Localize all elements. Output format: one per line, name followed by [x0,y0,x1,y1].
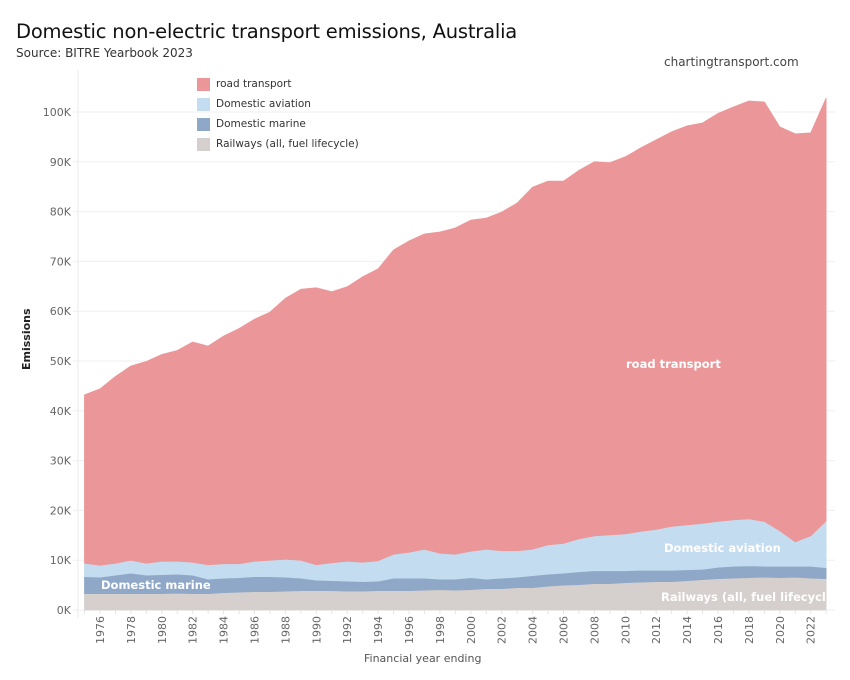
y-tick-label: 80K [50,206,72,219]
y-tick-label: 70K [50,255,72,268]
y-tick-label: 90K [50,156,72,169]
x-tick-label: 2016 [712,616,725,644]
y-axis-label-text: Emissions [20,308,33,370]
x-tick-label: 2002 [496,616,509,644]
x-tick-label: 1984 [218,616,231,644]
x-tick-label: 1976 [94,616,107,644]
x-tick-label: 2008 [588,616,601,644]
area-label-domestic-aviation: Domestic aviation [664,541,781,555]
y-tick-label: 40K [50,405,72,418]
legend-item-domestic-marine[interactable]: Domestic marine [197,114,359,134]
x-tick-label: 1998 [434,616,447,644]
area-label-domestic-marine: Domestic marine [101,578,211,592]
x-axis-ticks: 1976 1978 1980 1982 1984 1986 1988 1990 1992 1994… [84,610,827,644]
chart-subtitle: Source: BITRE Yearbook 2023 [16,46,193,60]
legend-item-road-transport[interactable]: road transport [197,74,359,94]
legend-swatch-railways [197,137,210,151]
legend-swatch-domestic-marine [197,117,210,131]
x-tick-label: 2000 [465,616,478,644]
chart-title: Domestic non-electric transport emission… [16,20,518,43]
y-tick-label: 50K [50,355,72,368]
x-tick-label: 2004 [527,616,540,644]
x-tick-label: 1980 [156,616,169,644]
area-label-road-transport: road transport [626,357,721,371]
x-tick-label: 2020 [774,616,787,644]
y-tick-label: 30K [50,455,72,468]
y-tick-label: 60K [50,305,72,318]
x-tick-label: 2010 [619,616,632,644]
legend-item-railways[interactable]: Railways (all, fuel lifecycle) [197,134,359,154]
x-tick-label: 1978 [125,616,138,644]
y-tick-label: 20K [50,504,72,517]
legend-label: Domestic aviation [216,98,311,110]
x-axis-label: Financial year ending [364,652,482,665]
x-tick-label: 1982 [187,616,200,644]
legend-item-domestic-aviation[interactable]: Domestic aviation [197,94,359,114]
x-tick-label: 1994 [372,616,385,644]
x-tick-label: 2014 [681,616,694,644]
legend-label: Railways (all, fuel lifecycle) [216,138,359,150]
legend-label: road transport [216,78,292,90]
y-axis-ticks: 0K 10K 20K 30K 40K 50K 60K 70K 80K 90K 100K [43,106,72,617]
x-tick-label: 2018 [743,616,756,644]
credit-text: chartingtransport.com [664,55,799,69]
legend-swatch-road-transport [197,77,210,91]
legend: road transport Domestic aviation Domesti… [197,74,359,154]
area-label-railways: Railways (all, fuel lifecycle) [661,590,839,604]
legend-swatch-domestic-aviation [197,97,210,111]
x-tick-label: 1990 [310,616,323,644]
x-tick-label: 2006 [558,616,571,644]
x-tick-label: 2012 [650,616,663,644]
stacked-areas [84,97,827,611]
y-tick-label: 100K [43,106,72,119]
area-road-transport [84,97,827,566]
x-tick-label: 1996 [403,616,416,644]
y-tick-label: 10K [50,554,72,567]
x-tick-label: 1986 [249,616,262,644]
y-axis-label: Emissions [20,278,33,370]
x-tick-label: 1988 [279,616,292,644]
legend-label: Domestic marine [216,118,306,130]
y-tick-label: 0K [57,604,72,617]
x-tick-label: 2022 [805,616,818,644]
x-tick-label: 1992 [341,616,354,644]
